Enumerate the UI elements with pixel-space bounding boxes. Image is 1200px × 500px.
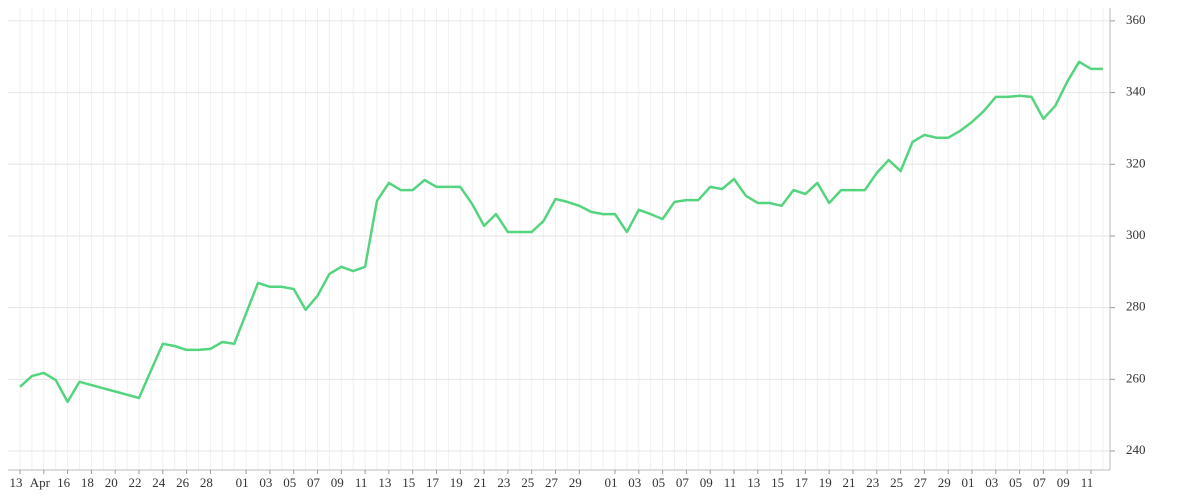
x-tick-label: 03 [628,475,641,490]
x-tick-label: 21 [474,475,487,490]
x-tick-label: 23 [866,475,879,490]
x-tick-label: 26 [176,475,190,490]
price-line [19,60,1103,404]
y-tick-label: 340 [1126,84,1146,99]
x-tick-label: 17 [426,475,440,490]
y-tick-label: 260 [1126,370,1146,385]
x-tick-label: 03 [985,475,998,490]
x-tick-label: 01 [236,475,249,490]
y-tick-label: 240 [1126,442,1146,457]
x-tick-label: 28 [200,475,213,490]
x-tick-label: 19 [450,475,463,490]
y-tick-label: 300 [1126,227,1146,242]
x-tick-label: 01 [962,475,975,490]
x-tick-label: 15 [402,475,415,490]
x-tick-label: 15 [771,475,784,490]
y-tick-label: 280 [1126,299,1146,314]
x-tick-label: 07 [676,475,690,490]
x-tick-label: 05 [652,475,665,490]
x-tick-label: 13 [747,475,760,490]
x-tick-label: 22 [129,475,142,490]
x-tick-label: 24 [152,475,166,490]
x-tick-label: 25 [890,475,903,490]
x-tick-label: 23 [497,475,510,490]
x-tick-label: 18 [81,475,94,490]
y-tick-label: 360 [1126,12,1146,27]
x-tick-label: 17 [795,475,809,490]
x-tick-label: 27 [914,475,928,490]
x-tick-label: 19 [819,475,832,490]
x-tick-label: 01 [605,475,618,490]
x-tick-label: 20 [105,475,118,490]
x-tick-label: 03 [259,475,272,490]
x-tick-label: 11 [724,475,737,490]
x-tick-label: 09 [700,475,713,490]
x-tick-label: 11 [355,475,368,490]
x-tick-label: Apr [30,475,51,490]
x-tick-label: 27 [545,475,559,490]
x-tick-label: 29 [938,475,951,490]
x-tick-label: 25 [521,475,534,490]
x-tick-label: 11 [1081,475,1094,490]
x-tick-label: 13 [10,475,23,490]
x-tick-label: 05 [1009,475,1022,490]
x-tick-label: 13 [378,475,391,490]
x-tick-label: 07 [1033,475,1047,490]
x-tick-label: 07 [307,475,321,490]
x-tick-label: 29 [569,475,582,490]
y-tick-label: 320 [1126,155,1146,170]
x-tick-label: 21 [843,475,856,490]
x-tick-label: 09 [331,475,344,490]
x-tick-label: 05 [283,475,296,490]
x-tick-label: 16 [57,475,71,490]
x-tick-label: 09 [1057,475,1070,490]
